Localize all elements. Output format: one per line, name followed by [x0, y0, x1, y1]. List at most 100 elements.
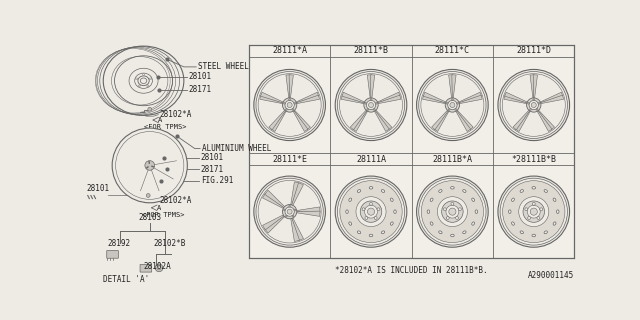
Text: 28111*A: 28111*A [272, 46, 307, 55]
Polygon shape [434, 109, 450, 132]
Circle shape [365, 102, 367, 104]
FancyBboxPatch shape [107, 251, 118, 258]
Ellipse shape [349, 198, 351, 201]
Circle shape [450, 102, 455, 108]
Polygon shape [515, 109, 531, 132]
Text: FIG.291: FIG.291 [201, 176, 233, 185]
Circle shape [533, 99, 534, 100]
Text: 28101: 28101 [189, 72, 212, 81]
Circle shape [525, 208, 528, 211]
Circle shape [367, 108, 369, 110]
Polygon shape [371, 75, 375, 100]
Circle shape [148, 107, 152, 111]
Polygon shape [289, 75, 293, 100]
Circle shape [502, 181, 565, 243]
Ellipse shape [390, 198, 393, 201]
Circle shape [442, 201, 463, 222]
Ellipse shape [439, 190, 442, 192]
Polygon shape [536, 109, 552, 132]
Polygon shape [367, 75, 372, 100]
Circle shape [500, 178, 568, 245]
Polygon shape [504, 95, 529, 104]
Ellipse shape [451, 187, 454, 189]
Text: 28111*E: 28111*E [272, 155, 307, 164]
Circle shape [369, 102, 374, 108]
Ellipse shape [147, 85, 149, 87]
Ellipse shape [136, 78, 138, 80]
Polygon shape [449, 75, 453, 100]
Bar [249, 44, 575, 258]
Ellipse shape [357, 231, 361, 234]
Circle shape [335, 176, 407, 247]
Polygon shape [376, 95, 401, 104]
Ellipse shape [138, 85, 140, 87]
Circle shape [530, 208, 538, 215]
Polygon shape [269, 109, 287, 130]
Polygon shape [291, 216, 303, 241]
Polygon shape [295, 207, 320, 212]
Ellipse shape [381, 190, 385, 192]
Circle shape [527, 98, 541, 112]
Polygon shape [291, 217, 300, 242]
Ellipse shape [394, 210, 396, 213]
Circle shape [458, 208, 461, 211]
Circle shape [530, 108, 531, 110]
Circle shape [448, 100, 457, 110]
Ellipse shape [463, 190, 466, 192]
Circle shape [376, 102, 377, 104]
Circle shape [285, 215, 287, 217]
Ellipse shape [430, 198, 433, 201]
Circle shape [419, 178, 486, 245]
Polygon shape [530, 75, 534, 100]
Circle shape [294, 209, 296, 211]
Ellipse shape [143, 74, 145, 76]
Circle shape [417, 69, 488, 140]
Circle shape [256, 178, 323, 245]
Circle shape [529, 100, 538, 110]
Text: 28111*C: 28111*C [435, 46, 470, 55]
Circle shape [502, 74, 565, 136]
Circle shape [374, 217, 377, 220]
Polygon shape [537, 109, 554, 130]
Circle shape [155, 264, 163, 272]
Text: 28101: 28101 [201, 153, 224, 162]
Ellipse shape [553, 222, 556, 225]
Ellipse shape [553, 198, 556, 201]
Circle shape [523, 201, 545, 222]
Circle shape [455, 108, 456, 110]
Circle shape [289, 99, 291, 100]
Circle shape [536, 108, 538, 110]
Circle shape [373, 108, 375, 110]
Ellipse shape [511, 222, 515, 225]
Circle shape [446, 205, 459, 218]
Polygon shape [458, 95, 483, 104]
Circle shape [421, 181, 484, 243]
Circle shape [294, 102, 296, 104]
Circle shape [538, 102, 540, 104]
Polygon shape [423, 92, 447, 103]
Circle shape [147, 194, 150, 197]
Polygon shape [513, 109, 531, 130]
Polygon shape [539, 95, 564, 104]
Text: 28102*A: 28102*A [159, 196, 191, 205]
Ellipse shape [475, 210, 477, 213]
Polygon shape [265, 190, 286, 209]
Text: 28111B*A: 28111B*A [433, 155, 472, 164]
Polygon shape [350, 109, 368, 130]
Polygon shape [456, 109, 473, 130]
Circle shape [256, 72, 323, 139]
Circle shape [258, 74, 321, 136]
Ellipse shape [346, 210, 348, 213]
Polygon shape [374, 109, 392, 130]
Text: 28171: 28171 [189, 85, 212, 94]
Text: <FOR TPMS>: <FOR TPMS> [143, 124, 186, 130]
Circle shape [537, 217, 540, 220]
Polygon shape [262, 194, 285, 209]
Polygon shape [294, 95, 319, 104]
Circle shape [157, 266, 161, 270]
Circle shape [365, 217, 368, 220]
Circle shape [445, 98, 460, 112]
Polygon shape [260, 92, 285, 103]
Circle shape [335, 69, 407, 140]
Ellipse shape [557, 210, 559, 213]
